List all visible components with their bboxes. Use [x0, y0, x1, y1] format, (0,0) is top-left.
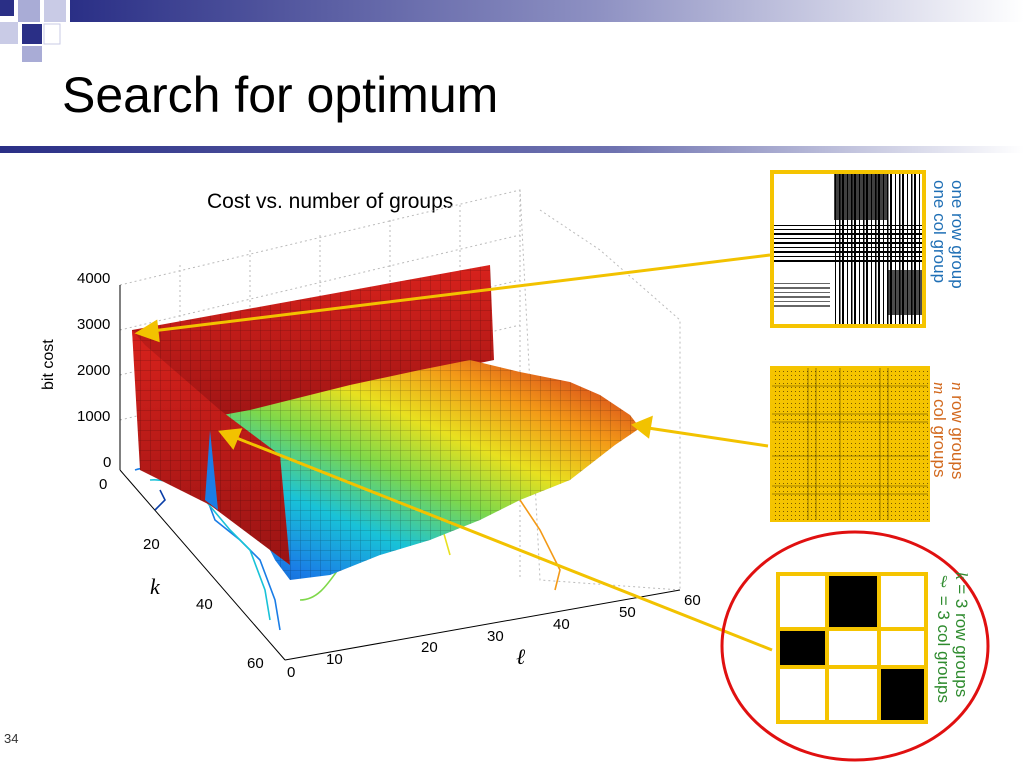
l-tick: 60	[684, 592, 701, 609]
caption-line: one col group	[930, 180, 949, 284]
l-tick: 50	[619, 604, 636, 621]
plot-axes	[119, 285, 681, 661]
plot-title: Cost vs. number of groups	[207, 190, 454, 213]
l-tick: 40	[553, 616, 570, 633]
l-tick: 10	[326, 651, 343, 668]
caption-line: one row group	[948, 180, 967, 289]
caption-line: = 3 col groups	[934, 591, 953, 703]
z-tick: 0	[103, 454, 112, 471]
k-tick: 60	[247, 655, 264, 672]
caption-var: m	[930, 382, 949, 395]
caption-var: ℓ	[934, 572, 953, 591]
z-tick: 2000	[77, 362, 111, 379]
panel-optimal-caption: k = 3 row groups ℓ = 3 col groups	[934, 572, 971, 703]
z-tick: 3000	[77, 316, 111, 333]
caption-line: col groups	[930, 394, 949, 478]
y-axis-label: bit cost	[40, 339, 57, 390]
header-decoration	[0, 0, 1024, 153]
panel-all-groups-caption: n row groups m col groups	[930, 382, 967, 480]
slide-number: 34	[4, 731, 19, 746]
highlight-ellipse	[720, 530, 990, 762]
panel-one-group-caption: one row group one col group	[930, 180, 967, 289]
l-axis-label: ℓ	[516, 644, 526, 669]
caption-line: = 3 row groups	[952, 579, 971, 698]
matrix-optimal-3x3	[776, 572, 928, 724]
l-tick: 0	[287, 664, 296, 681]
l-tick: 30	[487, 628, 504, 645]
pointer-arrows	[134, 253, 773, 652]
caption-var: k	[952, 572, 971, 580]
k-tick: 20	[143, 536, 160, 553]
z-tick: 4000	[77, 270, 111, 287]
caption-line: row groups	[948, 390, 967, 480]
slide-title: Search for optimum	[62, 67, 499, 123]
matrix-one-group	[770, 170, 926, 328]
matrix-all-groups	[770, 366, 930, 522]
z-tick: 1000	[77, 408, 111, 425]
k-tick: 40	[196, 596, 213, 613]
l-tick: 20	[421, 639, 438, 656]
k-axis-label: k	[150, 574, 160, 599]
k-tick: 0	[99, 476, 108, 493]
caption-var: n	[948, 382, 967, 391]
